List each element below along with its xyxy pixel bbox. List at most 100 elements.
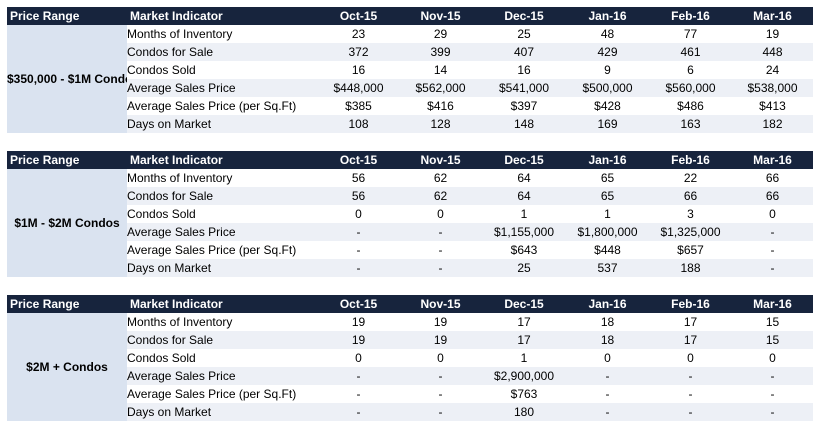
indicator-value: 65 <box>566 187 649 205</box>
header-month: Oct-15 <box>339 297 378 311</box>
header-month: Oct-15 <box>339 9 378 23</box>
header-month: Dec-15 <box>504 297 544 311</box>
indicator-value: $1,325,000 <box>649 223 732 241</box>
indicator-label: Condos Sold <box>127 205 318 223</box>
indicator-value: - <box>649 403 732 421</box>
table-row: Average Sales Price - - $2,900,000- - - <box>7 367 813 385</box>
table-row: Average Sales Price (per Sq.Ft) - - $763- - - <box>7 385 813 403</box>
indicator-value: - <box>649 367 732 385</box>
indicator-value: 66 <box>732 169 813 187</box>
indicator-value: 3 <box>649 205 732 223</box>
indicator-label: Condos for Sale <box>127 43 318 61</box>
indicator-value: 163 <box>649 115 732 133</box>
indicator-value: 17 <box>482 331 566 349</box>
header-price-range: Price Range <box>10 153 80 167</box>
indicator-label: Average Sales Price <box>127 367 318 385</box>
market-table: Price Range Market Indicator Oct-15 Nov-15 D… <box>7 295 813 422</box>
header-month: Feb-16 <box>671 297 710 311</box>
indicator-value: 19 <box>399 331 482 349</box>
indicator-value: - <box>566 367 649 385</box>
indicator-value: - <box>399 403 482 421</box>
table-header-row: Price Range Market Indicator Oct-15 Nov-15 D… <box>7 295 813 313</box>
indicator-value: $1,800,000 <box>566 223 649 241</box>
indicator-value: 0 <box>318 205 399 223</box>
indicator-value: 6 <box>649 61 732 79</box>
indicator-value: 17 <box>482 313 566 331</box>
indicator-value: $538,000 <box>732 79 813 97</box>
indicator-value: 19 <box>318 331 399 349</box>
indicator-value: - <box>318 367 399 385</box>
indicator-value: 64 <box>482 169 566 187</box>
indicator-value: - <box>399 367 482 385</box>
indicator-value: 18 <box>566 313 649 331</box>
market-table: Price Range Market Indicator Oct-15 Nov-15 D… <box>7 7 813 134</box>
indicator-value: $562,000 <box>399 79 482 97</box>
indicator-value: $1,155,000 <box>482 223 566 241</box>
header-market-indicator: Market Indicator <box>130 297 223 311</box>
indicator-value: 9 <box>566 61 649 79</box>
indicator-value: 15 <box>732 331 813 349</box>
indicator-value: 407 <box>482 43 566 61</box>
indicator-value: $397 <box>482 97 566 115</box>
indicator-value: 16 <box>318 61 399 79</box>
indicator-value: - <box>649 385 732 403</box>
table-row: Condos Sold 0 0 1 1 3 0 <box>7 205 813 223</box>
header-month: Mar-16 <box>753 297 792 311</box>
indicator-value: 56 <box>318 187 399 205</box>
indicator-value: 372 <box>318 43 399 61</box>
indicator-value: - <box>732 385 813 403</box>
market-table: Price Range Market Indicator Oct-15 Nov-15 D… <box>7 151 813 278</box>
indicator-value: 65 <box>566 169 649 187</box>
indicator-value: - <box>732 259 813 277</box>
indicator-value: 18 <box>566 331 649 349</box>
header-month: Nov-15 <box>420 153 461 167</box>
header-price-range: Price Range <box>10 9 80 23</box>
indicator-value: - <box>732 403 813 421</box>
table-row: Average Sales Price $448,000 $562,000 $541,… <box>7 79 813 97</box>
indicator-value: 19 <box>399 313 482 331</box>
indicator-value: 24 <box>732 61 813 79</box>
indicator-value: - <box>318 241 399 259</box>
indicator-value: 0 <box>732 349 813 367</box>
indicator-value: 1 <box>482 205 566 223</box>
indicator-value: $657 <box>649 241 732 259</box>
indicator-label: Days on Market <box>127 403 318 421</box>
indicator-value: 62 <box>399 169 482 187</box>
header-month: Feb-16 <box>671 9 710 23</box>
indicator-value: 0 <box>566 349 649 367</box>
price-range-label: $2M + Condos <box>7 313 127 422</box>
indicator-value: 64 <box>482 187 566 205</box>
table-row: Condos Sold 16 14 16 9 6 24 <box>7 61 813 79</box>
indicator-value: - <box>318 403 399 421</box>
indicator-value: 188 <box>649 259 732 277</box>
indicator-label: Months of Inventory <box>127 169 318 187</box>
header-month: Dec-15 <box>504 153 544 167</box>
indicator-label: Average Sales Price (per Sq.Ft) <box>127 97 318 115</box>
table-row: $350,000 - $1M Condos Months of Inventory… <box>7 25 813 134</box>
indicator-value: 22 <box>649 169 732 187</box>
table-row: Condos for Sale 19 19 17 18 17 15 <box>7 331 813 349</box>
header-month: Jan-16 <box>588 9 627 23</box>
indicator-value: $385 <box>318 97 399 115</box>
indicator-label: Average Sales Price <box>127 223 318 241</box>
header-month: Nov-15 <box>420 297 461 311</box>
indicator-label: Average Sales Price <box>127 79 318 97</box>
indicator-value: - <box>732 241 813 259</box>
indicator-value: 19 <box>318 313 399 331</box>
indicator-value: - <box>399 241 482 259</box>
indicator-value: 0 <box>732 205 813 223</box>
header-month: Nov-15 <box>420 9 461 23</box>
indicator-value: 429 <box>566 43 649 61</box>
indicator-value: 448 <box>732 43 813 61</box>
header-market-indicator: Market Indicator <box>130 9 223 23</box>
header-month: Feb-16 <box>671 153 710 167</box>
table-row: Average Sales Price (per Sq.Ft) $385 $416 $… <box>7 97 813 115</box>
indicator-value: 19 <box>732 25 813 43</box>
indicator-label: Days on Market <box>127 115 318 133</box>
table-row: $1M - $2M Condos Months of Inventory 56 62 6… <box>7 169 813 278</box>
header-month: Jan-16 <box>588 153 627 167</box>
header-month: Oct-15 <box>339 153 378 167</box>
indicator-value: 77 <box>649 25 732 43</box>
indicator-value: - <box>566 403 649 421</box>
